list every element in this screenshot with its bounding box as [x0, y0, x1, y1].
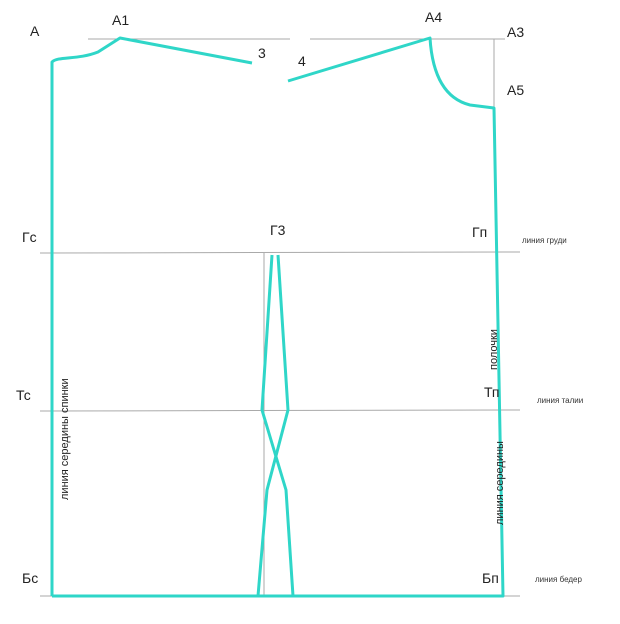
back-center-label: линия середины спинки: [59, 378, 71, 500]
guides: [39, 38, 521, 597]
line-label: линия талии: [537, 396, 583, 405]
point-label: Тс: [16, 387, 31, 403]
side-seam: [260, 254, 295, 597]
guide-line: [39, 251, 521, 254]
front-outline: [52, 36, 505, 598]
point-label: А: [30, 23, 40, 39]
point-label: Гп: [472, 224, 487, 240]
back-outline: [50, 36, 253, 596]
point-label: 3: [258, 45, 266, 61]
point-label: А1: [112, 12, 129, 28]
point-label: Гс: [22, 229, 37, 245]
point-label: А3: [507, 24, 524, 40]
point-label: А5: [507, 82, 524, 98]
point-label: Г3: [270, 222, 286, 238]
front-center-label: полочки: [488, 329, 500, 370]
line-label: линия груди: [522, 236, 567, 245]
outline: [50, 36, 505, 598]
line-label: линия бедер: [535, 575, 582, 584]
front-center-label: линия середины: [494, 441, 506, 525]
point-label: Бп: [482, 570, 499, 586]
point-label: 4: [298, 53, 306, 69]
point-label: А4: [425, 9, 442, 25]
side-seam: [256, 254, 290, 597]
guide-line: [39, 409, 521, 412]
labels: А А1 3 4 А4 А3 А5 Гс Г3 Гп Тс Тп Бс Бп л…: [16, 9, 583, 586]
point-label: Бс: [22, 570, 38, 586]
point-label: Тп: [484, 384, 500, 400]
